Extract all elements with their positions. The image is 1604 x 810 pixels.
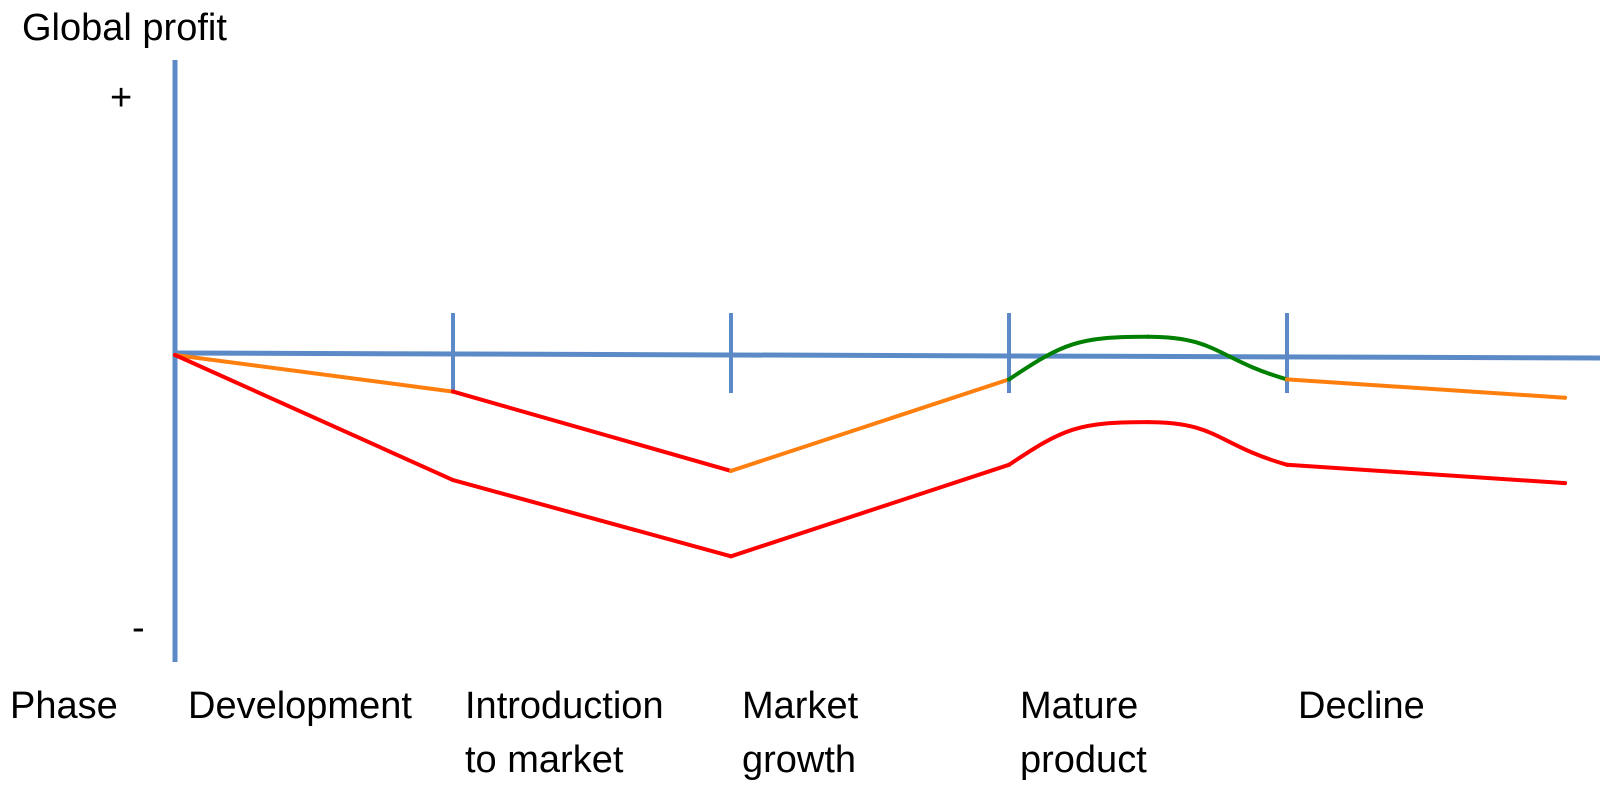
series-1-point-6 <box>1285 377 1289 382</box>
series-2-point-4 <box>1007 462 1011 467</box>
series-1-segment-2 <box>451 389 733 473</box>
series-2-segment-3 <box>729 462 1011 559</box>
series-1-segment-4 <box>1007 334 1150 382</box>
y-tick-plus: + <box>110 77 132 119</box>
series-2-point-6 <box>1285 462 1289 467</box>
series-2-segment-2 <box>451 478 733 559</box>
phase-label-1: Development <box>188 685 412 727</box>
series-1-segment-3 <box>729 377 1011 473</box>
series-1-point-7 <box>1563 395 1567 400</box>
phase-labels: Development Introduction to market Market gr… <box>188 685 1425 781</box>
phase-label-1-line-1: Development <box>188 685 412 727</box>
x-axis-baseline <box>174 350 1601 361</box>
series-1-point-2 <box>451 389 455 394</box>
phase-label-4-line-2: product <box>1020 739 1147 781</box>
series-1-point-3 <box>729 468 733 473</box>
phase-label-5: Decline <box>1298 685 1425 727</box>
y-tick-minus: - <box>132 607 145 649</box>
phase-label-3: Market growth <box>742 685 859 781</box>
series-layer <box>173 334 1567 559</box>
series-1-point-4 <box>1007 377 1011 382</box>
series-1-segment-5 <box>1146 334 1289 382</box>
series-2-point-7 <box>1563 481 1567 486</box>
series-2-point-1 <box>173 353 177 357</box>
phase-label-2-line-2: to market <box>465 739 624 781</box>
phase-label-3-line-1: Market <box>742 685 859 727</box>
series-2-segment-6 <box>1285 462 1567 486</box>
x-axis-label: Phase <box>10 685 118 727</box>
phase-label-4: Mature product <box>1020 685 1147 781</box>
series-2-segment-5 <box>1146 420 1289 467</box>
series-1-point-5 <box>1146 334 1150 339</box>
phase-label-3-line-2: growth <box>742 739 856 781</box>
phase-label-2-line-1: Introduction <box>465 685 664 727</box>
series-1-segment-6 <box>1285 377 1567 400</box>
series-2-point-3 <box>729 554 733 559</box>
series-1-segment-1 <box>173 353 455 394</box>
axes-layer <box>172 60 1601 662</box>
series-2-point-2 <box>451 478 455 483</box>
series-2-segment-1 <box>173 353 455 483</box>
series-2-segment-4 <box>1007 420 1150 467</box>
phase-label-5-line-1: Decline <box>1298 685 1425 727</box>
phase-label-4-line-1: Mature <box>1020 685 1138 727</box>
y-axis-label: Global profit <box>22 7 227 49</box>
series-2-point-5 <box>1146 420 1150 425</box>
phase-label-2: Introduction to market <box>465 685 664 781</box>
